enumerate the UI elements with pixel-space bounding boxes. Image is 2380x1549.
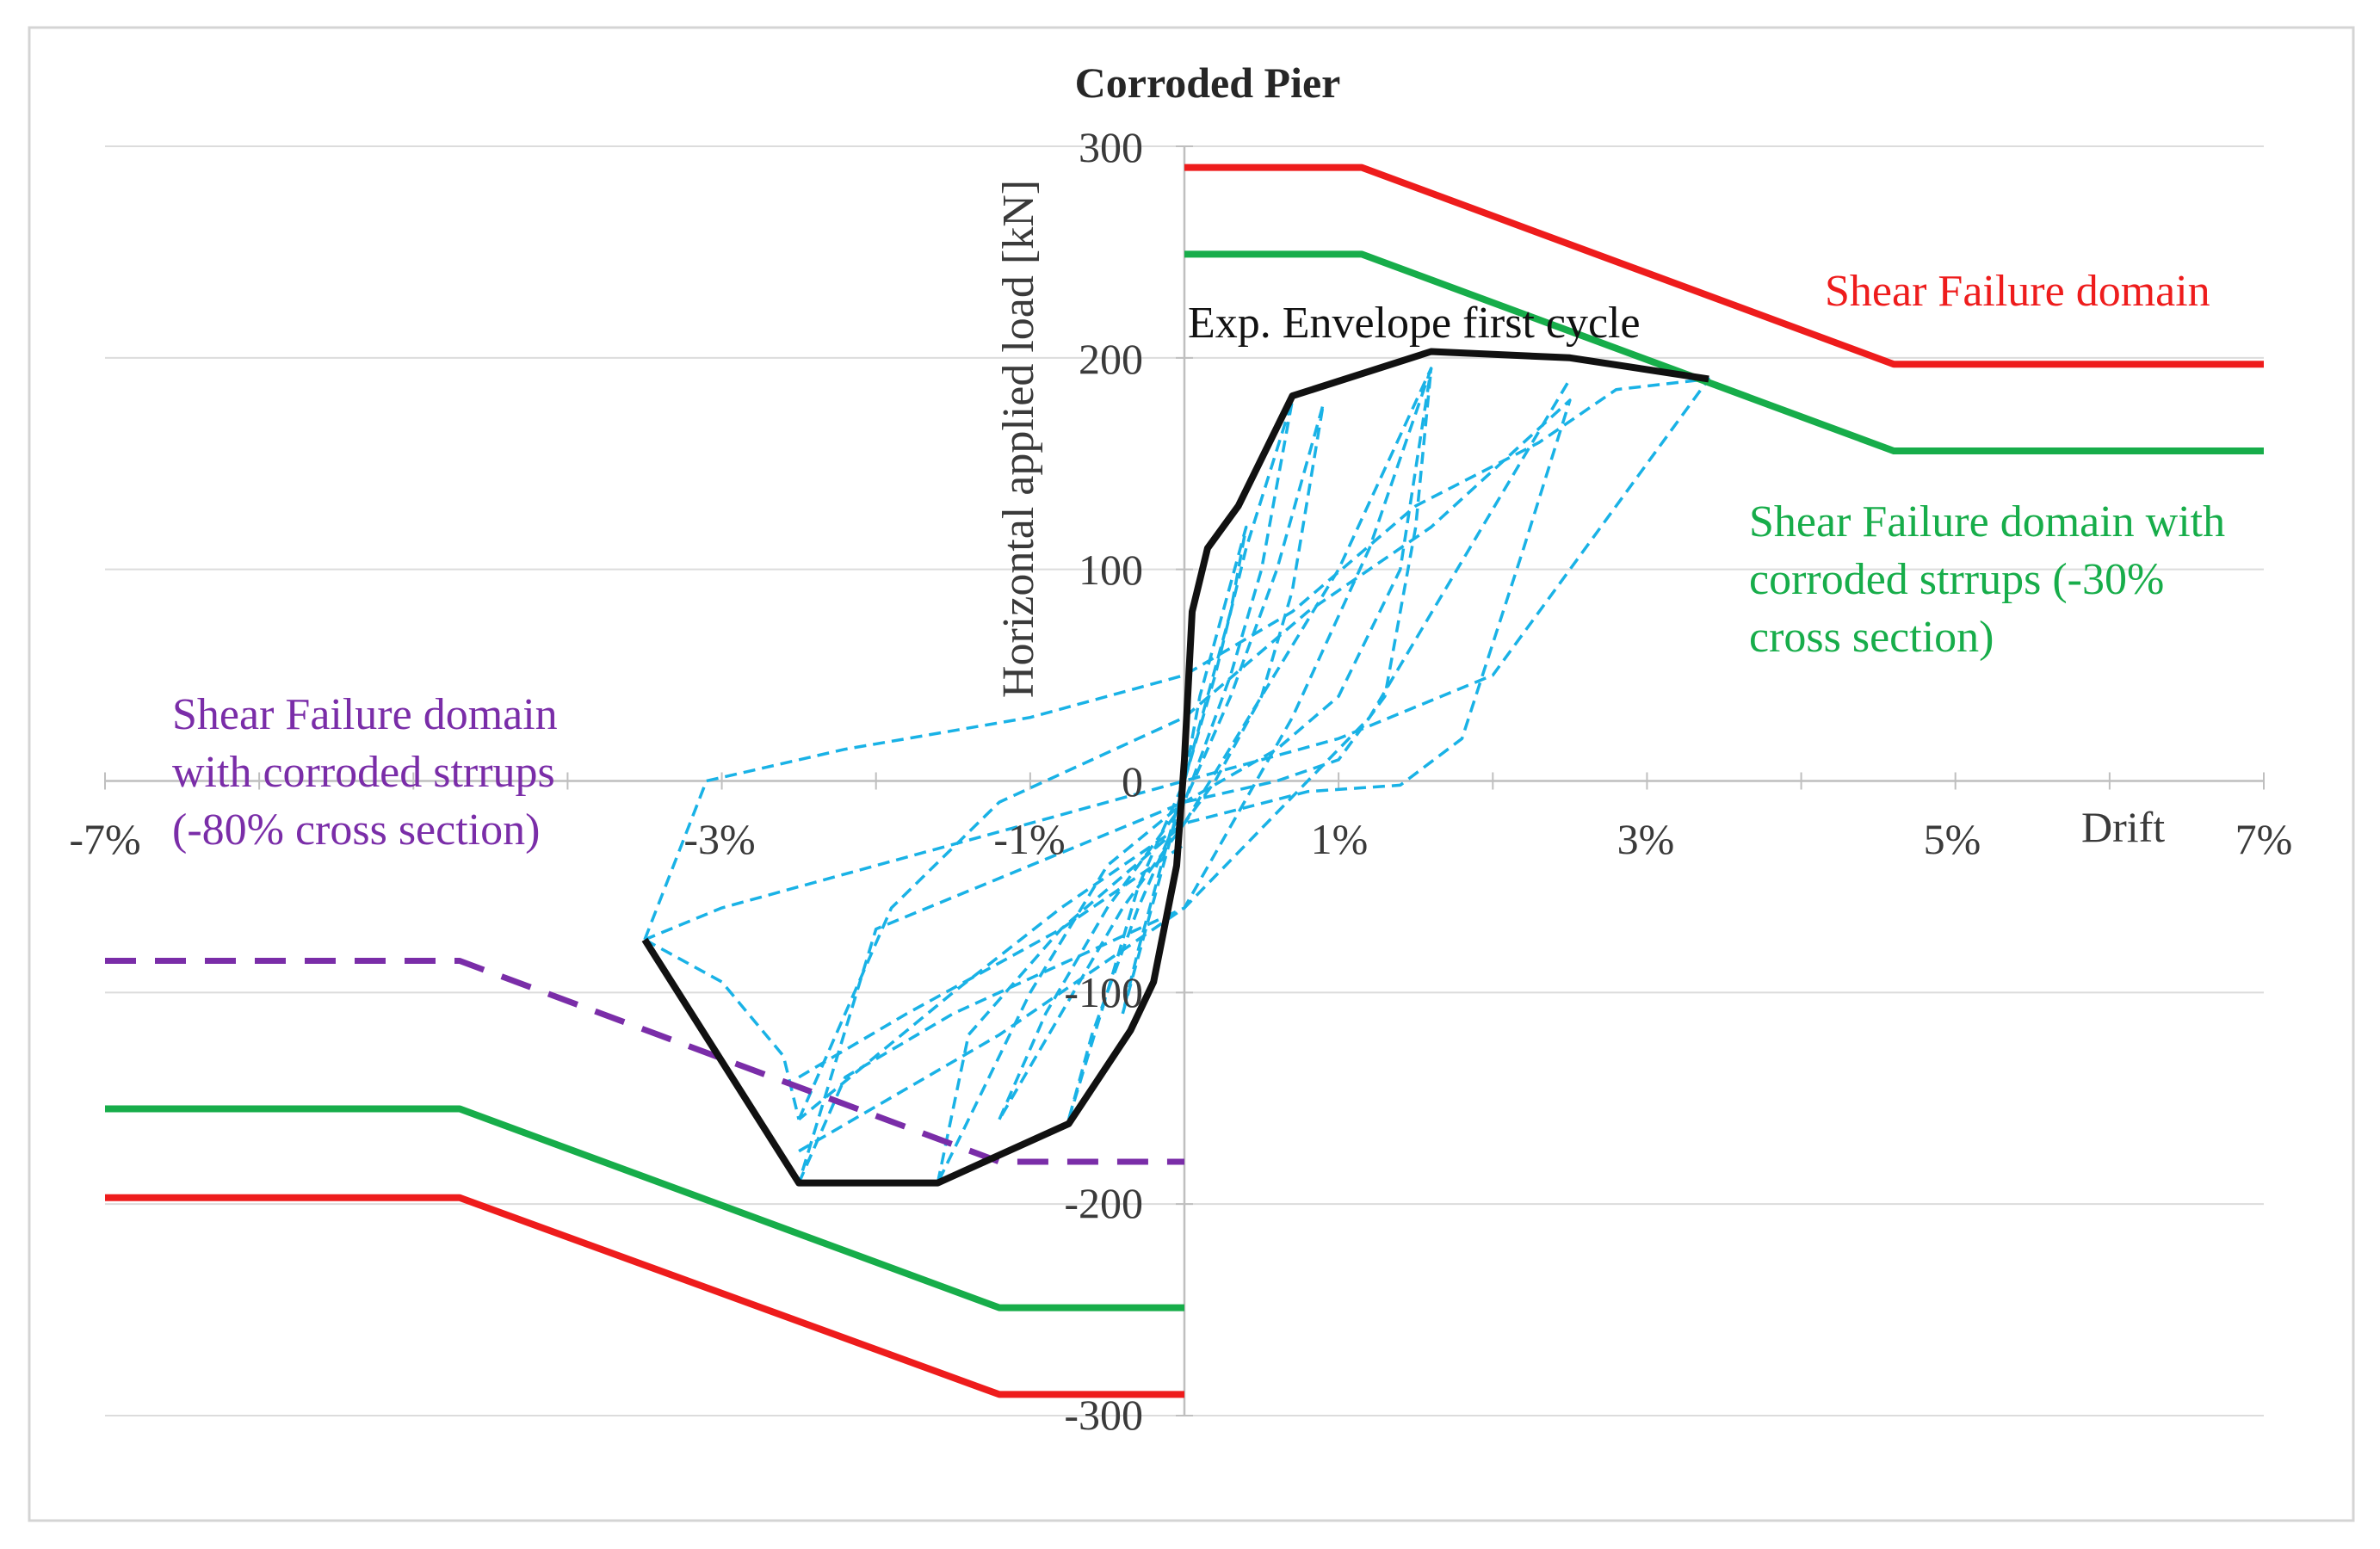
x-tick-labels: -7% -3% -1% 1% 3% 5% 7%	[69, 815, 2292, 863]
series-line-exp-envelope-first-cycle-0	[641, 348, 1709, 1187]
y-tick-label-neg200: -200	[1064, 1179, 1143, 1227]
annotation-shear-30-line2: corroded strrups (-30%	[1749, 555, 2164, 604]
x-axis-label: Drift	[2081, 803, 2165, 851]
x-tick-label-neg1: -1%	[993, 815, 1065, 863]
annotation-shear-80-line1: Shear Failure domain	[172, 690, 558, 739]
x-tick-label-5: 5%	[1924, 815, 1981, 863]
series-line-experimental-hysteresis-cycles-4	[998, 403, 1325, 1120]
annotation-shear-domain: Shear Failure domain	[1825, 267, 2210, 316]
x-tick-label-1: 1%	[1311, 815, 1369, 863]
series-shear-failure-domain-with-corroded-strrups-30-cross-section	[105, 250, 2264, 1311]
series-line-experimental-hysteresis-cycles-2	[797, 367, 1433, 1184]
y-tick-label-neg300: -300	[1064, 1391, 1143, 1439]
annotation-shear-80-line2: with corroded strrups	[172, 748, 555, 797]
series-line-experimental-hysteresis-cycles-8	[798, 842, 1185, 1079]
y-tick-labels: 300 200 100 0 -100 -200 -300	[1064, 123, 1143, 1439]
annotation-shear-80-line3: (-80% cross section)	[172, 805, 540, 855]
series-line-experimental-hysteresis-cycles-1	[797, 398, 1572, 1121]
series-line-shear-failure-domain-with-corroded-strrups-80-cross-section-0	[105, 958, 1184, 1165]
series-line-experimental-hysteresis-cycles-9	[798, 378, 1572, 1153]
series-line-shear-failure-domain-with-corroded-strrups-30-cross-section-0	[1184, 250, 2264, 454]
series-line-shear-failure-domain-1	[105, 1194, 1184, 1398]
x-tick-label-neg3: -3%	[683, 815, 755, 863]
series-line-experimental-hysteresis-cycles-5	[1066, 398, 1295, 1120]
series-line-shear-failure-domain-0	[1184, 164, 2264, 368]
x-tick-label-3: 3%	[1617, 815, 1675, 863]
series-line-experimental-hysteresis-cycles-7	[644, 938, 801, 1120]
y-tick-label-100: 100	[1079, 546, 1143, 594]
annotation-shear-30-line1: Shear Failure domain with	[1749, 497, 2225, 546]
series-experimental-hysteresis-cycles	[643, 367, 1710, 1184]
series-line-shear-failure-domain-with-corroded-strrups-30-cross-section-1	[105, 1105, 1184, 1311]
annotation-envelope: Exp. Envelope first cycle	[1188, 299, 1641, 348]
y-tick-label-neg100: -100	[1064, 968, 1143, 1016]
annotations: Exp. Envelope first cycle Shear Failure …	[172, 267, 2225, 855]
annotation-shear-30-line3: cross section)	[1749, 613, 1994, 662]
chart-title: Corroded Pier	[1075, 59, 1341, 107]
series-shear-failure-domain-with-corroded-strrups-80-cross-section	[105, 958, 1184, 1165]
series-exp-envelope-first-cycle	[641, 348, 1709, 1187]
x-tick-label-7: 7%	[2235, 815, 2293, 863]
y-tick-label-0: 0	[1122, 757, 1143, 805]
series-shear-failure-domain	[105, 164, 2264, 1398]
x-tick-label-neg7: -7%	[69, 815, 140, 863]
y-axis-label: Horizontal applied load [kN]	[994, 180, 1043, 698]
series-line-experimental-hysteresis-cycles-6	[1121, 525, 1248, 1015]
chart-border	[28, 26, 2355, 1522]
series-layer	[105, 164, 2264, 1398]
y-tick-label-200: 200	[1079, 335, 1143, 383]
y-tick-label-300: 300	[1079, 123, 1143, 171]
